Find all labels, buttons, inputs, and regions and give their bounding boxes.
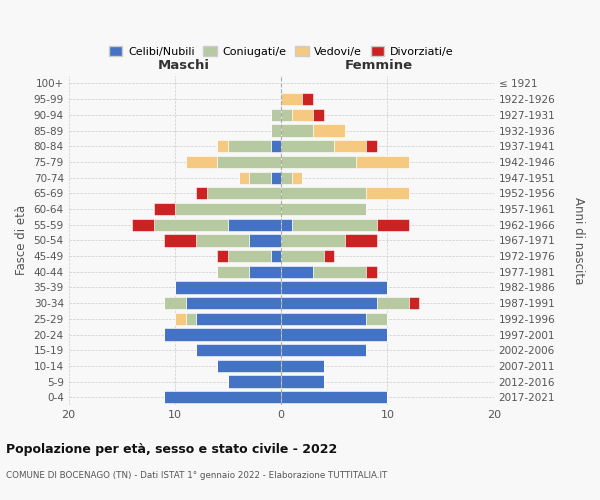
Text: Femmine: Femmine [345,60,413,72]
Bar [154,203,175,215]
Bar [281,187,366,200]
Bar [302,93,313,106]
Bar [281,203,366,215]
Bar [377,297,409,310]
Bar [271,250,281,262]
Bar [281,250,324,262]
Bar [281,234,345,246]
Bar [409,297,419,310]
Bar [175,282,281,294]
Bar [281,124,313,136]
Bar [281,297,377,310]
Bar [271,140,281,152]
Bar [185,297,281,310]
Bar [313,124,345,136]
Bar [250,266,281,278]
Bar [164,234,196,246]
Bar [292,218,377,231]
Bar [175,203,281,215]
Bar [185,156,217,168]
Bar [164,391,281,404]
Bar [281,109,292,121]
Bar [217,156,281,168]
Bar [271,124,281,136]
Bar [281,218,292,231]
Bar [366,266,377,278]
Text: Popolazione per età, sesso e stato civile - 2022: Popolazione per età, sesso e stato civil… [6,442,337,456]
Bar [228,140,271,152]
Bar [281,360,324,372]
Bar [281,266,313,278]
Bar [196,234,250,246]
Bar [133,218,154,231]
Bar [281,282,388,294]
Legend: Celibi/Nubili, Coniugati/e, Vedovi/e, Divorziati/e: Celibi/Nubili, Coniugati/e, Vedovi/e, Di… [104,42,458,62]
Bar [217,140,228,152]
Bar [281,93,302,106]
Y-axis label: Fasce di età: Fasce di età [15,206,28,276]
Bar [281,140,334,152]
Bar [239,172,250,184]
Bar [281,312,366,325]
Bar [281,172,292,184]
Text: COMUNE DI BOCENAGO (TN) - Dati ISTAT 1° gennaio 2022 - Elaborazione TUTTITALIA.I: COMUNE DI BOCENAGO (TN) - Dati ISTAT 1° … [6,470,388,480]
Bar [271,109,281,121]
Bar [250,172,271,184]
Bar [345,234,377,246]
Bar [281,391,388,404]
Bar [324,250,334,262]
Bar [313,266,366,278]
Bar [292,109,313,121]
Y-axis label: Anni di nascita: Anni di nascita [572,196,585,284]
Bar [313,109,324,121]
Bar [217,250,228,262]
Bar [228,250,271,262]
Bar [366,140,377,152]
Bar [281,376,324,388]
Bar [228,376,281,388]
Bar [196,312,281,325]
Bar [196,344,281,356]
Bar [196,187,207,200]
Bar [250,234,281,246]
Bar [185,312,196,325]
Bar [334,140,366,152]
Bar [164,297,185,310]
Bar [271,172,281,184]
Bar [164,328,281,340]
Bar [281,328,388,340]
Bar [175,312,185,325]
Bar [281,344,366,356]
Bar [228,218,281,231]
Bar [217,266,250,278]
Bar [281,156,356,168]
Bar [366,187,409,200]
Bar [366,312,388,325]
Bar [292,172,302,184]
Bar [356,156,409,168]
Bar [217,360,281,372]
Bar [377,218,409,231]
Bar [154,218,228,231]
Text: Maschi: Maschi [157,60,209,72]
Bar [207,187,281,200]
